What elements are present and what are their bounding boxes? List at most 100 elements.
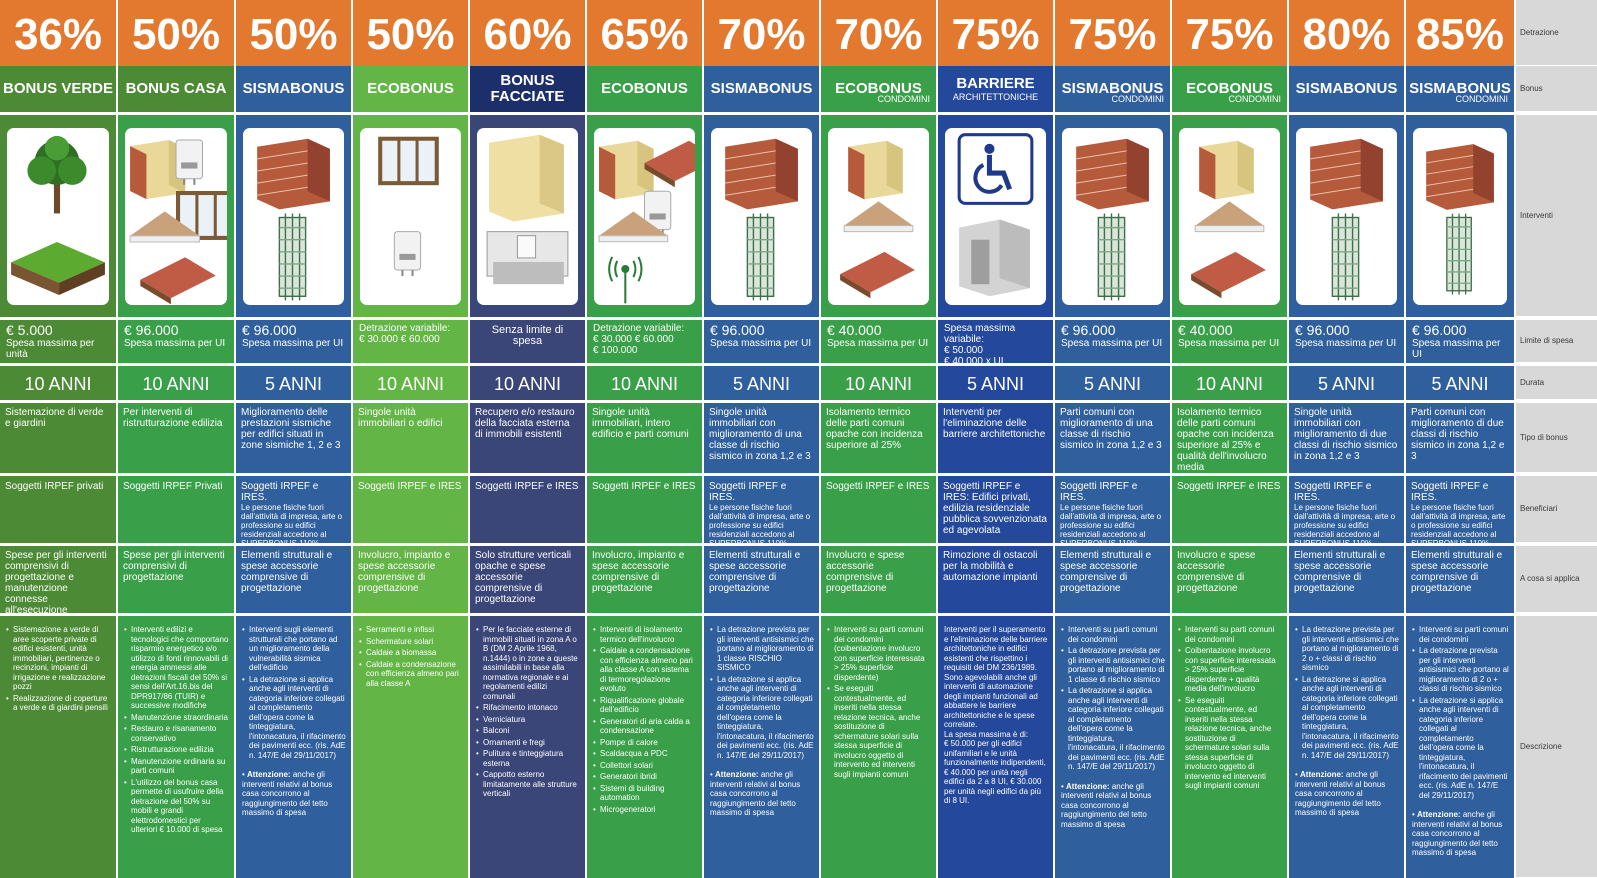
durata: 10 ANNI [470, 366, 585, 400]
bonus-title: SISMABONUS [1061, 80, 1164, 97]
a-cosa-si-applica: Elementi strutturali e spese accessorie … [1289, 546, 1404, 613]
ceiling-icon [843, 201, 914, 233]
bonus-title: BARRIERE [956, 75, 1035, 92]
descrizione-item: Interventi sugli elementi strutturali ch… [242, 625, 346, 673]
bonus-name: SISMABONUS [236, 66, 351, 112]
descrizione-item: Se eseguiti contestualmente, ed inseriti… [1178, 696, 1282, 791]
descrizione-item: La detrazione si applica anche agli inte… [710, 675, 814, 761]
beneficiari: Soggetti IRPEF e IRES [587, 476, 702, 543]
interventi-image [243, 128, 344, 305]
limite-note: Spesa massima per UI [827, 338, 929, 349]
descrizione-list: La detrazione prevista per gli intervent… [1295, 625, 1399, 760]
descrizione-item: Ornamenti e fregi [476, 738, 580, 748]
descrizione-item: Pompe di calore [593, 738, 697, 748]
interventi-cell [353, 115, 468, 317]
interventi-cell [1172, 115, 1287, 317]
bonus-title: SISMABONUS [1295, 80, 1398, 97]
roof-icon [140, 257, 216, 305]
durata: 5 ANNI [704, 366, 819, 400]
interventi-icons [957, 133, 1034, 297]
beneficiari: Soggetti IRPEF e IRES [821, 476, 936, 543]
boiler-icon [393, 231, 422, 277]
bonus-column: 50% BONUS CASA € 96.000 Spesa massima per U… [118, 0, 234, 878]
descrizione-list: Sistemazione a verde di aree scoperte pr… [6, 625, 111, 713]
beneficiari: Soggetti IRPEF e IRES: Edifici privati, … [938, 476, 1053, 543]
bonus-name: SISMABONUS [704, 66, 819, 112]
limite-amount: € 96.000 [1412, 322, 1467, 338]
window-icon [378, 136, 439, 186]
descrizione-list: Serramenti e infissiSchermature solariCa… [359, 625, 463, 688]
interventi-image [711, 128, 812, 305]
attenzione-note: • Attenzione: anche gli interventi relat… [710, 770, 801, 817]
bonus-title: BONUS FACCIATE [490, 72, 565, 105]
descrizione-list: Interventi su parti comuni dei condomini… [1061, 625, 1165, 772]
detrazione-percent: 70% [704, 0, 819, 66]
descrizione-item: Balconi [476, 726, 580, 736]
beneficiari: Soggetti IRPEF e IRES. Le persone fisiche… [1406, 476, 1514, 543]
interventi-icons [378, 136, 439, 277]
interventi-icons [1191, 140, 1266, 299]
tipo-bonus: Miglioramento delle prestazioni sismiche… [236, 403, 351, 473]
descrizione-item: Interventi su parti comuni dei condomini [1061, 625, 1165, 644]
interventi-cell [1055, 115, 1170, 317]
descrizione-item: Generatori di aria calda a condensazione [593, 717, 697, 736]
beneficiari-text: Soggetti IRPEF e IRES. [241, 481, 319, 503]
tipo-bonus: Isolamento termico delle parti comuni op… [1172, 403, 1287, 473]
bonus-column: 80% SISMABONUS € 96.000 Spesa massima per U… [1289, 0, 1404, 878]
descrizione-item: Verniciatura [476, 715, 580, 725]
roof-icon [644, 140, 695, 188]
descrizione: Sistemazione a verde di aree scoperte pr… [0, 616, 116, 878]
descrizione-item: Coibentazione involucro con superficie i… [1178, 646, 1282, 694]
durata: 10 ANNI [118, 366, 234, 400]
limite-amount: € 96.000 [1061, 322, 1116, 338]
limite-spesa: € 40.000 Spesa massima per UI [1172, 320, 1287, 363]
descrizione-list: Interventi su parti comuni dei condomini… [1178, 625, 1282, 791]
descrizione-item: Interventi su parti comuni dei condomini… [827, 625, 931, 682]
beneficiari-text: Soggetti IRPEF e IRES. [1060, 481, 1138, 503]
bonus-subtitle: CONDOMINI [877, 94, 931, 104]
descrizione-item: La detrazione prevista per gli intervent… [1412, 646, 1509, 694]
a-cosa-si-applica: Elementi strutturali e spese accessorie … [704, 546, 819, 613]
bonus-title: SISMABONUS [1409, 80, 1511, 97]
descrizione-item: Interventi di isolamento termico dell'in… [593, 625, 697, 644]
beneficiari-note: Le persone fisiche fuori dall'attività d… [1060, 503, 1162, 543]
interventi-icons [486, 134, 569, 285]
descrizione-item: Sistemazione a verde di aree scoperte pr… [6, 625, 111, 692]
interventi-image [1062, 128, 1163, 305]
descrizione: Per le facciate esterne di immobili situ… [470, 616, 585, 878]
interventi-cell [1289, 115, 1404, 317]
bonus-name: ECOBONUS [353, 66, 468, 112]
descrizione-item: La detrazione prevista per gli intervent… [1061, 646, 1165, 684]
ceiling-icon [129, 211, 200, 243]
beneficiari-note: Le persone fisiche fuori dall'attività d… [241, 503, 343, 543]
descrizione-item: Se eseguiti contestualmente, ed inseriti… [827, 684, 931, 779]
limite-note: Spesa massima per unità [6, 338, 95, 360]
beneficiari-text: Soggetti IRPEF e IRES. [1294, 481, 1372, 503]
descrizione-item: Serramenti e infissi [359, 625, 463, 635]
limite-amount: € 40.000 [1178, 322, 1233, 338]
limite-note: Spesa massima variabile: € 50.000 € 40.0… [944, 323, 1016, 363]
antenna-icon [608, 256, 643, 304]
interventi-icons [129, 139, 227, 305]
beneficiari: Soggetti IRPEF e IRES. Le persone fisiche… [236, 476, 351, 543]
beneficiari-text: Soggetti IRPEF e IRES [358, 481, 462, 492]
beneficiari-text: Soggetti IRPEF e IRES. [1411, 481, 1489, 503]
wall-insulation-icon [848, 140, 903, 200]
row-label-durata: Durata [1516, 366, 1597, 399]
descrizione-list: Interventi di isolamento termico dell'in… [593, 625, 697, 814]
a-cosa-si-applica: Involucro, impianto e spese accessorie c… [353, 546, 468, 613]
bonus-title: BONUS VERDE [2, 80, 114, 97]
descrizione-item: Scaldacqua a PDC [593, 749, 697, 759]
beneficiari-text: Soggetti IRPEF privati [5, 481, 104, 492]
interventi-icons [257, 138, 330, 301]
elevator-icon [959, 219, 1030, 297]
tipo-bonus: Isolamento termico delle parti comuni op… [821, 403, 936, 473]
descrizione-item: La detrazione prevista per gli intervent… [1295, 625, 1399, 673]
limite-spesa: € 96.000 Spesa massima per UI [118, 320, 234, 363]
descrizione: Interventi su parti comuni dei condomini… [821, 616, 936, 878]
bonus-name: SISMABONUS [1289, 66, 1404, 112]
interventi-image [360, 128, 461, 305]
durata: 10 ANNI [821, 366, 936, 400]
limite-amount: € 96.000 [124, 322, 179, 338]
descrizione: Interventi edilizi e tecnologici che com… [118, 616, 234, 878]
